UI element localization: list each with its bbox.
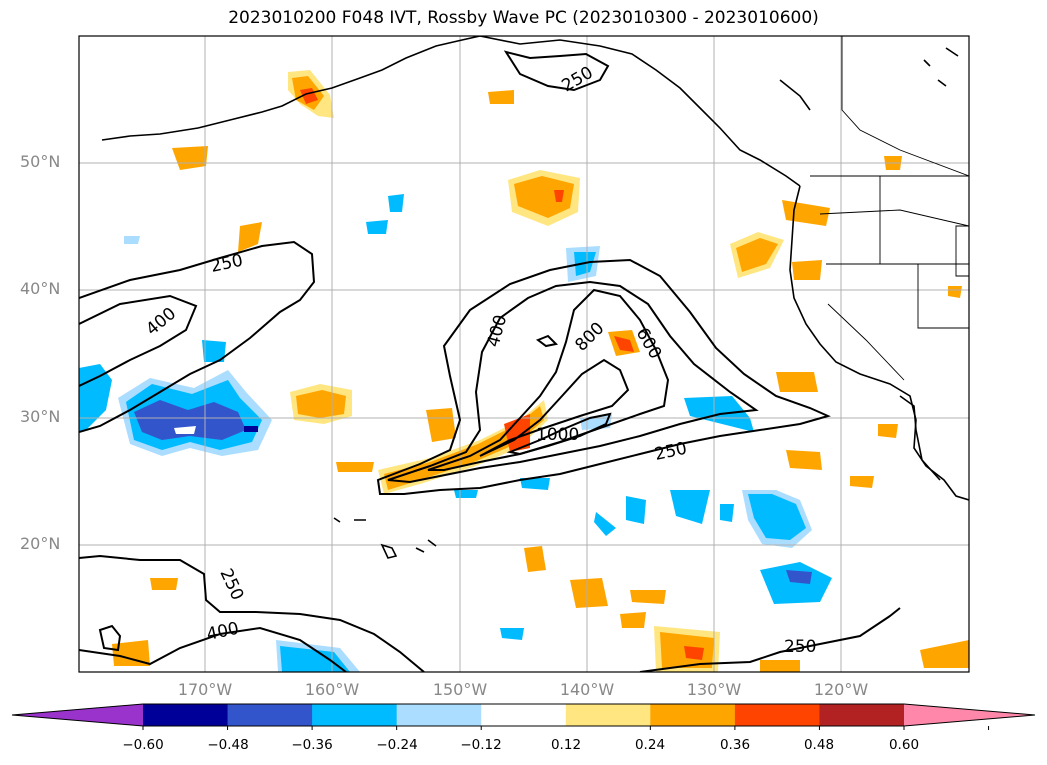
colorbar-tick-label: −0.48 [207,737,249,753]
colorbar-tick-label: 0.48 [803,737,835,753]
coastlines [101,36,969,559]
anomaly-patch [614,336,634,352]
ivt-contours [79,50,901,672]
colorbar-segment [481,704,567,726]
contour-250-west [79,240,316,433]
anomaly-patch [760,660,800,672]
anomaly-patch [786,450,822,470]
anomaly-patch [670,490,710,524]
colorbar-tick-label: 0.12 [550,737,582,753]
anomaly-patch [760,562,832,604]
colorbar-tick-label: 0.60 [888,737,920,753]
anomaly-patch [336,462,374,472]
anomaly-patch [244,426,258,432]
colorbar-segment [565,704,651,726]
anomaly-patch [720,504,734,522]
anomaly-patch [296,390,346,418]
anomaly-patch [570,578,608,608]
colorbar-tick-label: 0.24 [634,737,666,753]
anomaly-patch [150,578,178,590]
colorbar-segment [143,704,229,726]
colorbar [11,703,1036,730]
colorbar-extend-low [12,704,143,726]
contour-label: 1000 [536,425,579,445]
anomaly-patch [488,90,514,104]
anomaly-patch [554,190,564,202]
anomaly-patch [850,476,874,488]
map-frame [78,35,970,673]
contour-250-se [639,607,901,672]
anomaly-patch [948,286,962,298]
colorbar-segment [396,704,482,726]
anomaly-patch [920,640,969,668]
contour-400-main [387,280,759,484]
anomaly-patch [134,400,246,440]
colorbar-extend-high [904,704,1035,726]
map-title: 2023010200 F048 IVT, Rossby Wave PC (202… [228,8,819,28]
contour-small-loop [535,334,559,348]
anomaly-patch [748,494,806,540]
anomaly-patch [366,220,388,234]
anomaly-patch [514,176,574,218]
longitude-label: 130°W [686,680,742,699]
longitude-label: 120°W [813,680,869,699]
longitude-label: 170°W [177,680,233,699]
contour-1000 [506,412,612,456]
anomaly-patch [174,426,196,434]
anomaly-patch [594,512,616,536]
longitude-label: 150°W [432,680,488,699]
latitude-label: 50°N [20,152,61,171]
anomaly-patch [878,424,898,438]
colorbar-segment [734,704,820,726]
contour-800-main [479,358,630,457]
colorbar-segment [650,704,736,726]
anomaly-patch [520,478,550,490]
anomaly-patch [684,646,704,660]
anomaly-patch [454,490,478,498]
latitude-label: 30°N [20,407,61,426]
colorbar-tick-label: 0.36 [719,737,751,753]
longitude-label: 140°W [559,680,615,699]
anomaly-patch [238,222,262,252]
colorbar-tick-label: −0.36 [291,737,333,753]
colorbar-tick-label: −0.12 [460,737,502,753]
contour-label: 250 [784,637,816,657]
anomaly-patch [736,238,778,272]
anomaly-patch [500,628,524,640]
anomaly-patch [620,612,646,628]
longitude-label: 160°W [304,680,360,699]
latitude-label: 20°N [20,534,61,553]
latitude-label: 40°N [20,279,61,298]
contour-250-main [376,258,831,495]
anomaly-patch [786,570,812,584]
anomaly-patch [792,260,822,280]
contour-400-west [79,294,198,387]
colorbar-segment [312,704,398,726]
anomaly-patch [388,194,404,212]
colorbar-segment [227,704,313,726]
anomaly-patch [426,408,456,442]
anomaly-patch [630,590,666,604]
anomaly-patch [124,236,140,244]
contour-250-south [79,554,425,672]
political-borders [810,36,969,381]
contour-400-south [79,626,347,672]
contour-250-ne [503,50,610,92]
anomaly-patch [202,340,226,362]
anomaly-patch [524,546,546,572]
colorbar-segment [819,704,905,726]
anomaly-patch [172,146,208,170]
colorbar-tick-label: −0.24 [376,737,418,753]
anomaly-patch [626,496,646,524]
anomaly-patch [112,640,150,666]
contour-small-ring [98,624,122,652]
anomaly-patch [776,372,818,392]
colorbar-tick-label: −0.60 [122,737,164,753]
